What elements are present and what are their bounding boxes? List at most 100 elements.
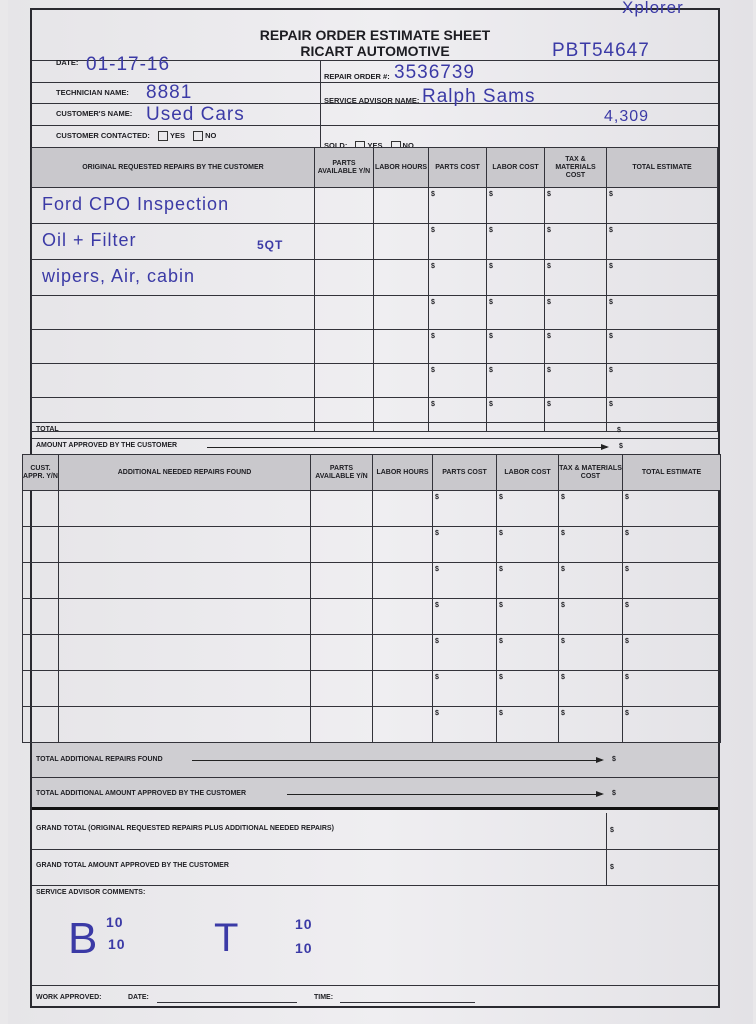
table-cell[interactable]: $ (622, 598, 721, 635)
table-cell[interactable] (314, 329, 374, 364)
table-cell[interactable]: $ (428, 397, 487, 432)
repair-order-field[interactable]: 3536739 (394, 62, 475, 83)
table-cell[interactable] (373, 223, 429, 260)
table-cell[interactable] (314, 223, 374, 260)
table-cell[interactable]: $ (432, 670, 497, 707)
repair-description-cell[interactable]: wipers, Air, cabin (31, 259, 315, 296)
table-cell[interactable] (373, 397, 429, 432)
table-cell[interactable]: $ (486, 259, 545, 296)
table-cell[interactable]: $ (428, 259, 487, 296)
table-cell[interactable]: $ (622, 490, 721, 527)
table-cell[interactable]: $ (558, 490, 623, 527)
table-cell[interactable]: $ (432, 706, 497, 743)
table-cell[interactable]: $ (486, 329, 545, 364)
table-cell[interactable]: $ (544, 363, 607, 398)
table-cell[interactable] (22, 526, 59, 563)
table-cell[interactable]: $ (432, 598, 497, 635)
table-cell[interactable]: $ (486, 223, 545, 260)
table-cell[interactable]: $ (496, 598, 559, 635)
contacted-no-checkbox[interactable] (193, 131, 204, 142)
table-cell[interactable] (58, 490, 311, 527)
table-cell[interactable] (372, 490, 433, 527)
table-cell[interactable]: $ (544, 295, 607, 330)
table-cell[interactable]: $ (486, 363, 545, 398)
table-cell[interactable]: $ (606, 397, 718, 432)
table-cell[interactable] (372, 598, 433, 635)
table-cell[interactable]: $ (486, 397, 545, 432)
table-cell[interactable] (373, 187, 429, 224)
table-cell[interactable]: $ (432, 526, 497, 563)
table-cell[interactable]: $ (428, 329, 487, 364)
date-field[interactable]: 01-17-16 (86, 54, 171, 75)
table-cell[interactable] (310, 634, 373, 671)
table-cell[interactable]: $ (496, 634, 559, 671)
repair-description-cell[interactable]: Oil + Filter 5QT (31, 223, 315, 260)
table-cell[interactable]: $ (606, 259, 718, 296)
table-cell[interactable]: $ (558, 634, 623, 671)
table-cell[interactable] (314, 187, 374, 224)
table-cell[interactable]: $ (606, 187, 718, 224)
table-cell[interactable]: $ (622, 670, 721, 707)
advisor-field[interactable]: Ralph Sams (422, 86, 536, 107)
technician-field[interactable]: 8881 (146, 82, 193, 103)
table-cell[interactable]: $ (606, 223, 718, 260)
table-cell[interactable]: $ (496, 670, 559, 707)
table-cell[interactable]: $ (496, 490, 559, 527)
table-cell[interactable]: $ (428, 363, 487, 398)
table-cell[interactable]: $ (428, 223, 487, 260)
table-cell[interactable]: $ (432, 490, 497, 527)
table-cell[interactable] (372, 526, 433, 563)
table-cell[interactable] (373, 363, 429, 398)
table-cell[interactable] (22, 598, 59, 635)
table-cell[interactable]: $ (428, 295, 487, 330)
customer-field[interactable]: Used Cars (146, 104, 245, 125)
repair-description-cell[interactable] (31, 363, 315, 398)
table-cell[interactable] (58, 562, 311, 599)
table-cell[interactable] (310, 490, 373, 527)
table-cell[interactable] (372, 562, 433, 599)
table-cell[interactable]: $ (486, 187, 545, 224)
table-cell[interactable] (22, 670, 59, 707)
table-cell[interactable] (58, 598, 311, 635)
table-cell[interactable] (22, 490, 59, 527)
table-cell[interactable]: $ (544, 329, 607, 364)
table-cell[interactable] (373, 259, 429, 296)
repair-description-cell[interactable]: Ford CPO Inspection (31, 187, 315, 224)
table-cell[interactable]: $ (558, 598, 623, 635)
table-cell[interactable]: $ (544, 223, 607, 260)
table-cell[interactable] (310, 562, 373, 599)
table-cell[interactable]: $ (432, 634, 497, 671)
table-cell[interactable] (373, 295, 429, 330)
table-cell[interactable] (372, 706, 433, 743)
table-cell[interactable] (372, 670, 433, 707)
table-cell[interactable] (314, 295, 374, 330)
table-cell[interactable]: $ (496, 706, 559, 743)
table-cell[interactable] (310, 670, 373, 707)
table-cell[interactable]: $ (496, 526, 559, 563)
table-cell[interactable] (310, 598, 373, 635)
table-cell[interactable]: $ (558, 562, 623, 599)
table-cell[interactable] (58, 670, 311, 707)
repair-description-cell[interactable] (31, 397, 315, 432)
table-cell[interactable]: $ (486, 295, 545, 330)
table-cell[interactable]: $ (622, 634, 721, 671)
table-cell[interactable] (310, 526, 373, 563)
table-cell[interactable] (373, 329, 429, 364)
comments-section[interactable]: SERVICE ADVISOR COMMENTS: B 10 10 T 10 1… (32, 885, 718, 985)
table-cell[interactable]: $ (544, 187, 607, 224)
table-cell[interactable]: $ (622, 562, 721, 599)
table-cell[interactable]: $ (558, 706, 623, 743)
date-signature-line[interactable] (157, 1002, 297, 1003)
table-cell[interactable] (58, 706, 311, 743)
table-cell[interactable]: $ (496, 562, 559, 599)
table-cell[interactable]: $ (558, 526, 623, 563)
table-cell[interactable]: $ (544, 397, 607, 432)
table-cell[interactable] (314, 259, 374, 296)
table-cell[interactable] (22, 634, 59, 671)
table-cell[interactable]: $ (606, 363, 718, 398)
table-cell[interactable]: $ (558, 670, 623, 707)
repair-description-cell[interactable] (31, 329, 315, 364)
table-cell[interactable] (310, 706, 373, 743)
time-signature-line[interactable] (340, 1002, 475, 1003)
table-cell[interactable] (58, 634, 311, 671)
